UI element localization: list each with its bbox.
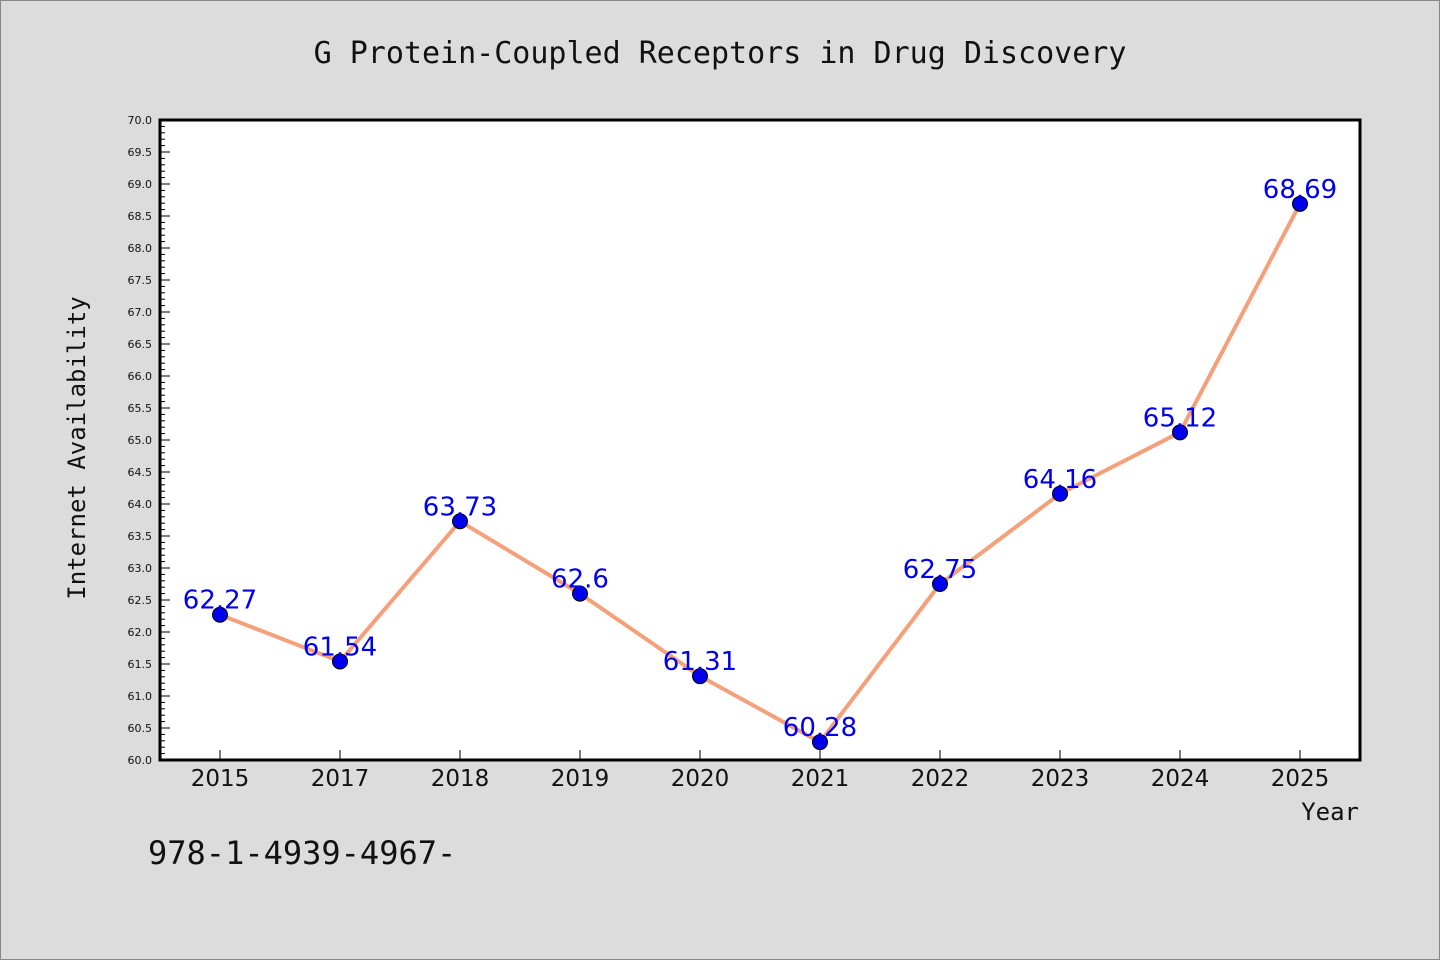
- y-axis: 60.0 60.5 61.0 61.5 62.0 62.5 63.0 63.5 64.0 64.5…: [128, 114, 170, 767]
- x-tick-label: 2017: [311, 766, 370, 792]
- y-tick-label: 68.5: [128, 210, 153, 223]
- y-tick-label: 62.0: [128, 626, 153, 639]
- data-label: 62.75: [903, 555, 977, 585]
- x-tick-label: 2018: [431, 766, 490, 792]
- x-tick-label: 2019: [551, 766, 610, 792]
- x-tick-label: 2025: [1271, 766, 1330, 792]
- data-label: 65.12: [1143, 403, 1217, 433]
- y-tick-label: 65.5: [128, 402, 153, 415]
- x-tick-label: 2021: [791, 766, 850, 792]
- y-tick-label: 60.5: [128, 722, 153, 735]
- data-label: 63.73: [423, 492, 497, 522]
- data-label: 62.27: [183, 586, 257, 616]
- y-tick-label: 61.5: [128, 658, 153, 671]
- chart-title: G Protein-Coupled Receptors in Drug Disc…: [314, 36, 1127, 71]
- data-label: 61.54: [303, 632, 377, 662]
- data-point: [1292, 195, 1308, 212]
- x-tick-label: 2022: [911, 766, 970, 792]
- series-markers: [212, 195, 1308, 751]
- y-tick-label: 60.0: [128, 754, 153, 767]
- data-point: [692, 668, 708, 685]
- y-tick-label: 61.0: [128, 690, 153, 703]
- y-tick-label: 63.0: [128, 562, 153, 575]
- data-point: [572, 585, 588, 602]
- data-label: 68.69: [1263, 175, 1337, 205]
- x-axis-label: Year: [1301, 798, 1359, 826]
- footer-text: 978-1-4939-4967-: [148, 834, 456, 872]
- y-tick-label: 70.0: [128, 114, 153, 127]
- plot-frame: [158, 118, 1362, 762]
- x-tick-label: 2015: [191, 766, 250, 792]
- data-label: 62.6: [551, 565, 609, 595]
- plot-area: [160, 120, 1360, 760]
- y-tick-label: 63.5: [128, 530, 153, 543]
- y-tick-label: 64.0: [128, 498, 153, 511]
- data-point: [932, 576, 948, 592]
- data-label: 61.31: [663, 647, 737, 677]
- y-tick-label: 66.0: [128, 370, 153, 383]
- data-point: [452, 513, 468, 530]
- y-tick-label: 67.5: [128, 274, 153, 287]
- data-label: 60.28: [783, 713, 857, 743]
- y-tick-label: 62.5: [128, 594, 153, 607]
- y-tick-label: 66.5: [128, 338, 153, 351]
- data-point: [1172, 424, 1188, 441]
- data-point: [332, 653, 348, 670]
- y-axis-label: Internet Availability: [63, 296, 91, 599]
- x-tick-label: 2023: [1031, 766, 1090, 792]
- data-point: [212, 606, 228, 623]
- data-labels: 62.27 61.54 63.73 62.6 61.31 60.28 62.75 64.16 6…: [183, 175, 1337, 743]
- data-point: [812, 734, 828, 751]
- y-tick-label: 68.0: [128, 242, 153, 255]
- y-tick-label: 67.0: [128, 306, 153, 319]
- series-line: [219, 202, 1302, 745]
- data-label: 64.16: [1023, 465, 1097, 495]
- data-point: [1052, 485, 1068, 502]
- y-tick-label: 65.0: [128, 434, 153, 447]
- y-tick-label: 69.0: [128, 178, 153, 191]
- y-tick-label: 64.5: [128, 466, 153, 479]
- x-tick-label: 2020: [671, 766, 730, 792]
- x-tick-label: 2024: [1151, 766, 1210, 792]
- x-axis: 2015 2017 2018 2019 2020 2021 2022 2023 2024 2025: [191, 750, 1330, 792]
- y-tick-label: 69.5: [128, 146, 153, 159]
